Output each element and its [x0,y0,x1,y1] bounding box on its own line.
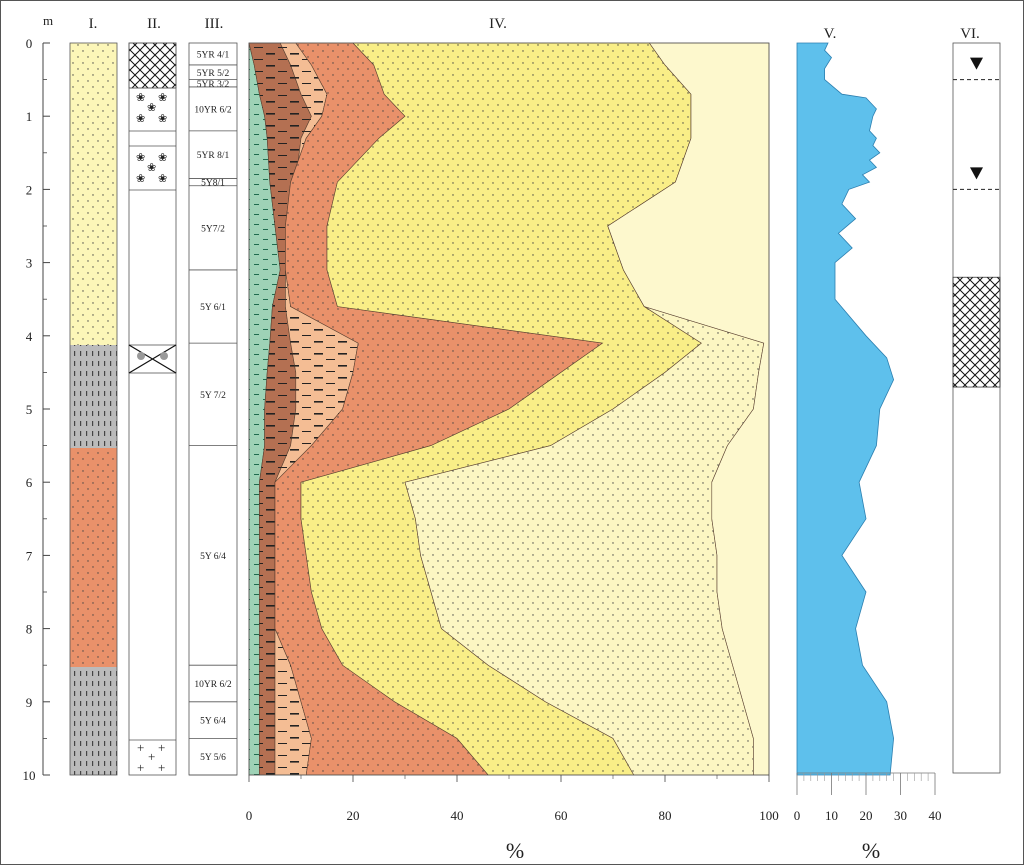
depth-tick-label: 3 [26,256,33,271]
shell-icon: ❀ [158,152,167,164]
munsell-label: 5YR 4/1 [197,50,230,60]
svg-text:+: + [148,749,155,764]
column-vi: VI. [952,26,1001,774]
munsell-label: 5Y 6/4 [200,552,226,562]
depth-tick-label: 2 [26,182,33,197]
column-v-title: V. [824,26,837,42]
chart-iv: IV. 0 20 40 60 80 100 % [246,16,779,863]
svg-text:+: + [158,760,165,775]
v-tick-label: 10 [825,808,838,823]
shell-icon: ❀ [136,173,145,185]
depth-tick-label: 6 [26,475,33,490]
col-ii-cross-symbol [128,344,177,374]
column-iii-title: III. [205,16,224,32]
munsell-label: 5YR 5/2 [197,69,230,79]
v-tick-label: 0 [794,808,801,823]
munsell-label: 10YR 6/2 [194,105,231,115]
shell-icon: ❀ [136,92,145,104]
munsell-label: 5Y 7/2 [200,391,226,401]
shell-icon: ❀ [158,113,167,125]
shell-icon: ❀ [158,92,167,104]
v-tick-label: 20 [860,808,873,823]
column-i-title: I. [89,16,98,32]
svg-text:+: + [158,740,165,755]
col-vi-hatched-block [952,276,1001,388]
shell-icon: ❀ [147,162,156,174]
depth-tick-label: 7 [26,548,33,563]
depth-axis: m 0 1 2 3 4 5 6 7 8 9 10 [23,13,54,783]
munsell-label: 5YR 8/1 [197,151,230,161]
depth-tick-label: 5 [26,402,33,417]
pebble-icon [137,352,145,360]
munsell-label: 10YR 6/2 [194,680,231,690]
curve-v-area [796,42,895,776]
x-tick-label: 100 [759,808,779,823]
munsell-label: 5Y 6/1 [200,303,226,313]
munsell-label: 5YR 3/2 [197,80,230,90]
shell-icon: ❀ [136,113,145,125]
svg-text:+: + [137,740,144,755]
shell-icon: ❀ [147,102,156,114]
munsell-label: 5Y 5/6 [200,753,226,763]
col-ii-hatched-block [128,42,177,89]
water-level-triangle-icon [970,57,983,70]
depth-tick-label: 1 [26,109,33,124]
column-v-xlabel: % [862,838,880,863]
x-tick-label: 20 [347,808,360,823]
munsell-label: 5Y8/1 [201,179,225,189]
chart-iv-xlabel: % [506,838,524,863]
column-i: I. [69,16,118,776]
depth-tick-label: 8 [26,622,33,637]
column-ii: II. ❀ ❀❀❀ ❀❀ ❀❀❀ ❀ + + + + + [128,16,177,776]
depth-tick-label: 10 [23,768,36,783]
depth-tick-label: 0 [26,36,33,51]
x-tick-label: 60 [555,808,568,823]
munsell-label: 5Y7/2 [201,224,225,234]
x-tick-label: 0 [246,808,253,823]
v-tick-label: 40 [929,808,942,823]
column-v: V. 0 10 20 30 40 % [794,26,942,863]
svg-text:+: + [137,760,144,775]
column-ii-title: II. [147,16,161,32]
column-vi-title: VI. [960,26,980,42]
depth-unit-label: m [43,13,53,28]
x-tick-label: 80 [659,808,672,823]
water-level-triangle-icon [970,167,983,180]
v-tick-label: 30 [894,808,907,823]
x-tick-label: 40 [451,808,464,823]
pebble-icon-2 [160,352,168,360]
plus-symbols: + + + + + [137,740,165,775]
shell-icon: ❀ [136,152,145,164]
shell-icon: ❀ [158,173,167,185]
depth-tick-label: 4 [26,329,33,344]
munsell-label: 5Y 6/4 [200,717,226,727]
column-iv-title: IV. [489,16,507,32]
depth-tick-label: 9 [26,695,33,710]
